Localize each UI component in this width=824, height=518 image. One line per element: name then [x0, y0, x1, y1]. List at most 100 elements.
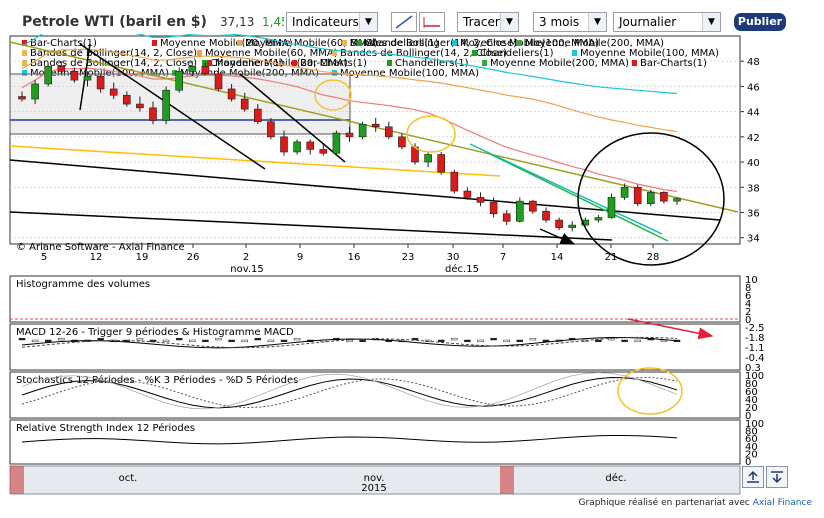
navigator-track	[9, 465, 741, 495]
legend-label: Moyenne Mobile(20, MMA)	[215, 58, 348, 69]
candle-body	[136, 103, 144, 109]
indicator-tick-label: 0	[745, 457, 751, 468]
candle-body	[31, 83, 39, 100]
price-tick-label: 40	[747, 158, 760, 169]
candle-body	[293, 141, 301, 153]
candle-body	[18, 96, 26, 100]
navigator-month-label: déc.	[605, 472, 626, 484]
month-label: déc.15	[445, 263, 479, 275]
macd-bar	[175, 337, 183, 341]
indicator-tick-label: -1.1	[745, 343, 765, 354]
candle-body	[476, 197, 485, 203]
candle-body	[646, 192, 655, 204]
footer-brand-link[interactable]: Axial Finance	[752, 498, 812, 508]
legend-swatch	[342, 40, 347, 46]
interval-dropdown[interactable]: Journalier ▼	[613, 12, 721, 32]
macd-bar	[280, 339, 288, 343]
candle-body	[633, 186, 642, 204]
price-change: 1,45	[262, 15, 284, 29]
legend-swatch	[152, 40, 157, 46]
date-tick-label: 26	[187, 252, 200, 263]
legend-swatch	[357, 40, 362, 46]
publish-button[interactable]: Publier	[734, 13, 786, 31]
trend-line	[469, 143, 663, 235]
candle-body	[620, 186, 629, 198]
candle-body	[463, 190, 472, 198]
candle-body	[201, 65, 210, 75]
price-tick-label: 34	[747, 234, 760, 245]
indicator-tick-label: 20	[745, 403, 758, 414]
candle-body	[345, 132, 354, 138]
macd-bar	[451, 337, 458, 341]
legend-swatch	[197, 50, 202, 56]
trend-line	[239, 73, 346, 163]
date-tick-label: 28	[647, 252, 660, 263]
macd-bar	[18, 337, 26, 341]
period-dropdown[interactable]: 3 mois ▼	[533, 12, 607, 32]
indicator-frame	[9, 419, 741, 465]
pan-up-icon[interactable]	[742, 466, 764, 488]
macd-bar	[477, 339, 484, 343]
macd-bar	[97, 337, 104, 341]
trend-line	[9, 211, 613, 241]
macd-line	[21, 336, 678, 349]
date-tick-label: 2	[243, 252, 249, 263]
legend-label: Chandeliers(1)	[210, 58, 284, 69]
copyright-label: © Ariane Software - Axial Finance	[16, 242, 185, 253]
candle-body	[450, 171, 459, 192]
chevron-down-icon: ▼	[500, 13, 518, 31]
macd-bar	[215, 337, 222, 341]
macd-arrow	[627, 318, 714, 340]
date-tick-label: 23	[402, 252, 415, 263]
indicator-tick-label: 80	[745, 379, 758, 390]
navigator-month-label: nov.	[364, 473, 385, 484]
legend-label: Chandeliers(1)	[480, 48, 554, 59]
candle-body	[358, 123, 367, 138]
candle-body	[555, 219, 563, 228]
candle-body	[306, 141, 315, 150]
indicator-tick-label: -1.8	[745, 333, 765, 344]
date-navigator[interactable]: oct. nov. déc. 2015	[9, 465, 741, 495]
candle-body	[267, 121, 275, 138]
macd-bar	[464, 339, 471, 343]
macd-bar	[228, 339, 235, 343]
price-tick-label: 48	[747, 57, 760, 68]
indicator-tick-label: 60	[745, 387, 758, 398]
date-tick-label: 21	[605, 252, 618, 263]
candle-body	[109, 88, 118, 96]
legend-swatch	[517, 40, 522, 46]
macd-bar	[529, 337, 537, 341]
candle-body	[254, 108, 262, 123]
indicator-tick-label: 2	[745, 307, 751, 318]
line-tool-icon[interactable]	[391, 12, 417, 32]
chevron-down-icon: ▼	[588, 13, 606, 31]
horizontal-line-tool-icon[interactable]	[419, 12, 445, 32]
macd-bar	[516, 339, 524, 343]
candle-body	[83, 76, 92, 81]
legend-swatch	[22, 60, 27, 66]
draw-dropdown[interactable]: Tracer ▼	[457, 12, 519, 32]
legend-label: Bar-Charts(1)	[640, 58, 707, 69]
date-tick-label: 5	[41, 252, 47, 263]
trend-line	[9, 159, 721, 221]
price-tick-label: 36	[747, 208, 760, 219]
legend-swatch	[452, 40, 457, 46]
legend-label: Moyenne Mobile(60, MMA)	[245, 38, 378, 49]
candle-body	[542, 210, 550, 221]
candle-body	[371, 123, 380, 128]
indicator-tick-label: -2.5	[745, 323, 765, 334]
highlight-circle	[617, 367, 683, 415]
pan-down-icon[interactable]	[766, 466, 788, 488]
legend-label: Moyenne Mobile(200, MMA)	[490, 58, 629, 69]
stoch-raw-line	[21, 372, 678, 410]
navigator-handle	[10, 466, 24, 494]
indicator-tick-label: 4	[745, 299, 751, 310]
candle-body	[502, 213, 511, 222]
indicators-dropdown[interactable]: Indicateurs ▼	[286, 12, 378, 32]
ma100-line	[21, 34, 678, 95]
candle-body	[437, 154, 446, 173]
indicator-tick-label: 60	[745, 434, 758, 445]
macd-trigger-line	[21, 336, 678, 349]
date-tick-label: 30	[447, 252, 460, 263]
candle-body	[673, 198, 681, 202]
